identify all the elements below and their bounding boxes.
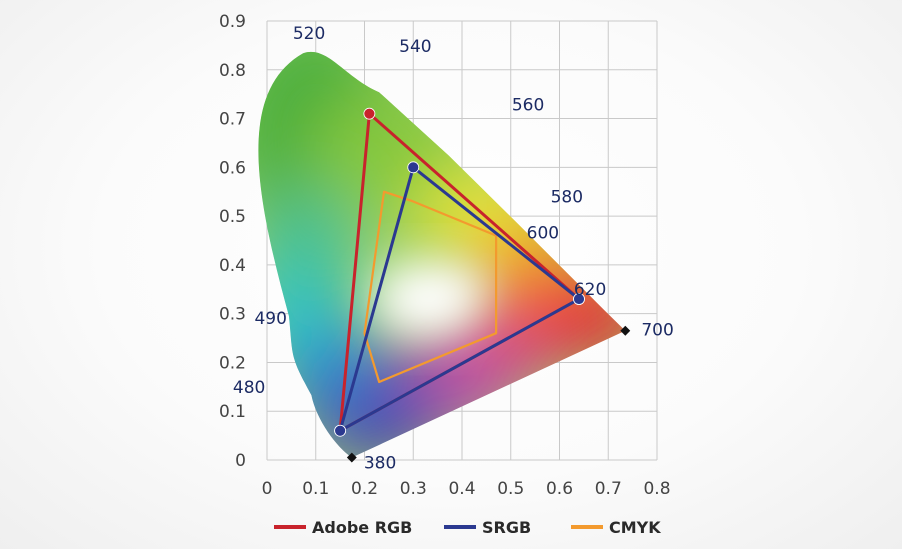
srgb-vertex-point: [335, 425, 346, 436]
wavelength-label-700: 700: [641, 321, 673, 341]
color-gamut-fill: [226, 18, 654, 466]
y-tick-label: 0.5: [219, 207, 246, 227]
x-tick-label: 0.6: [546, 479, 573, 499]
cmyk-legend-swatch: [571, 525, 603, 529]
adobe-rgb-vertex-point: [364, 108, 375, 119]
x-tick-label: 0: [262, 479, 273, 499]
wavelength-label-620: 620: [574, 280, 606, 300]
x-tick-label: 0.5: [497, 479, 524, 499]
y-tick-label: 0.1: [219, 402, 246, 422]
srgb-vertex-point: [408, 162, 419, 173]
adobe-rgb-legend-label: Adobe RGB: [312, 518, 412, 537]
wavelength-label-600: 600: [527, 224, 559, 244]
legend: Adobe RGB SRGB CMYK: [274, 518, 661, 537]
y-tick-label: 0.2: [219, 353, 246, 373]
x-tick-label: 0.3: [400, 479, 427, 499]
x-tick-label: 0.1: [302, 479, 329, 499]
x-tick-label: 0.8: [643, 479, 670, 499]
wavelength-label-560: 560: [512, 96, 544, 116]
wavelength-label-480: 480: [233, 378, 265, 398]
wavelength-label-520: 520: [293, 24, 325, 44]
srgb-legend-swatch: [444, 525, 476, 529]
y-tick-label: 0.3: [219, 305, 246, 325]
wavelength-label-490: 490: [254, 309, 286, 329]
wavelength-label-540: 540: [399, 37, 431, 57]
y-tick-label: 0.4: [219, 256, 246, 276]
locus-endpoint-700: [620, 326, 630, 336]
y-tick-label: 0.7: [219, 110, 246, 130]
y-tick-label: 0: [235, 451, 246, 471]
wavelength-label-380: 380: [364, 454, 396, 474]
x-tick-label: 0.2: [351, 479, 378, 499]
wavelength-label-580: 580: [551, 187, 583, 207]
y-tick-label: 0.8: [219, 61, 246, 81]
srgb-legend-label: SRGB: [482, 518, 531, 537]
x-tick-label: 0.4: [448, 479, 475, 499]
adobe-rgb-legend-swatch: [274, 525, 306, 529]
cmyk-legend-label: CMYK: [609, 518, 661, 537]
y-tick-label: 0.9: [219, 12, 246, 32]
y-tick-label: 0.6: [219, 158, 246, 178]
x-tick-label: 0.7: [595, 479, 622, 499]
